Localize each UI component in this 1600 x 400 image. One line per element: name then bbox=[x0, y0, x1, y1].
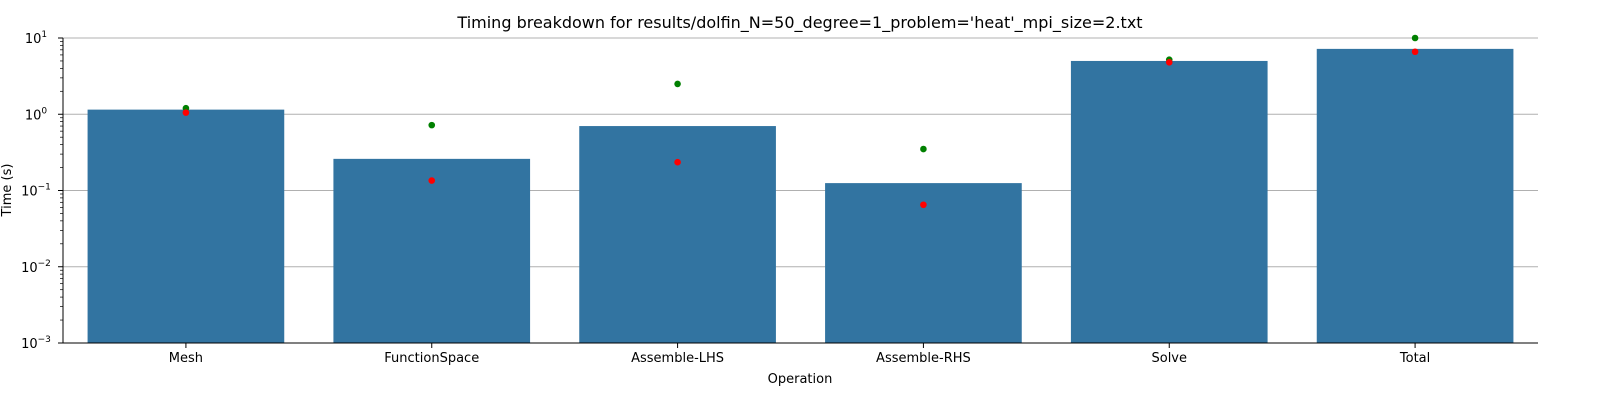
x-tick-label: Assemble-LHS bbox=[631, 351, 724, 366]
x-tick-label: Total bbox=[1399, 351, 1430, 366]
min-marker bbox=[1411, 48, 1419, 56]
y-axis-label: Time (s) bbox=[0, 164, 15, 218]
min-marker bbox=[674, 158, 681, 166]
bar-total bbox=[1316, 48, 1514, 344]
min-marker bbox=[428, 177, 436, 184]
min-marker bbox=[1165, 59, 1173, 66]
max-marker bbox=[428, 121, 436, 129]
tick-labels: 10−3 10−2 10−1 100 101 Mesh FunctionSpace Assem… bbox=[21, 30, 1430, 366]
chart-title: Timing breakdown for results/dolfin_N=50… bbox=[456, 13, 1142, 33]
min-marker bbox=[182, 109, 190, 116]
bar-mesh bbox=[87, 109, 285, 343]
x-tick-label: Solve bbox=[1151, 351, 1187, 366]
bar-assemble-lhs bbox=[579, 126, 776, 343]
y-tick-label: 10−2 bbox=[21, 259, 51, 276]
x-tick-label: Assemble-RHS bbox=[876, 351, 971, 366]
axes bbox=[58, 37, 1538, 348]
x-tick-label: Mesh bbox=[169, 351, 203, 366]
bar-assemble-rhs bbox=[825, 183, 1022, 343]
bar-functionspace bbox=[333, 158, 531, 343]
y-tick-label: 10−1 bbox=[21, 183, 51, 200]
bar-solve bbox=[1070, 60, 1268, 343]
min-marker bbox=[920, 201, 927, 209]
x-tick-label: FunctionSpace bbox=[384, 351, 479, 366]
bars bbox=[87, 48, 1514, 344]
x-axis-label: Operation bbox=[768, 372, 833, 387]
y-tick-label: 10−3 bbox=[21, 335, 51, 352]
max-marker bbox=[920, 145, 927, 153]
y-tick-label: 101 bbox=[25, 30, 47, 47]
y-tick-label: 100 bbox=[25, 106, 48, 123]
markers bbox=[182, 34, 1419, 209]
max-marker bbox=[674, 80, 681, 88]
max-marker bbox=[1411, 34, 1419, 42]
